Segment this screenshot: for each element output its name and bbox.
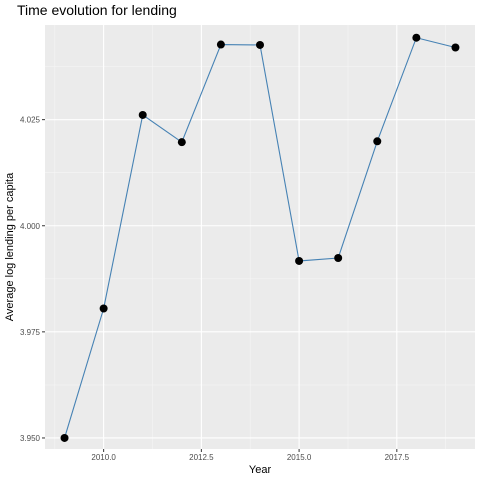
- data-point: [99, 304, 108, 313]
- axes: 2010.0 2012.5 2015.0 2017.5 3.950 3.975 4.000 4…: [20, 116, 410, 462]
- x-tick-label: 2012.5: [189, 453, 214, 462]
- plot-panel: [45, 25, 475, 449]
- y-tick-label: 3.950: [20, 434, 41, 443]
- series-layer: [60, 33, 460, 442]
- data-point: [373, 137, 382, 146]
- data-point: [412, 33, 421, 42]
- data-point: [334, 254, 343, 263]
- y-axis-title: Average log lending per capita: [4, 172, 16, 321]
- data-point: [177, 138, 186, 147]
- chart-title: Time evolution for lending: [17, 2, 177, 18]
- data-point: [295, 256, 304, 265]
- data-point: [256, 40, 264, 49]
- x-axis-title: Year: [249, 464, 272, 476]
- data-point: [138, 110, 147, 119]
- x-tick-label: 2017.5: [385, 453, 410, 462]
- data-point: [60, 433, 69, 442]
- x-tick-label: 2015.0: [287, 453, 312, 462]
- data-point: [451, 43, 460, 52]
- y-tick-label: 3.975: [20, 328, 41, 337]
- y-tick-label: 4.025: [20, 116, 41, 125]
- y-tick-label: 4.000: [20, 222, 41, 231]
- grid-lines: [45, 25, 475, 449]
- data-point: [216, 40, 225, 49]
- x-tick-label: 2010.0: [91, 453, 116, 462]
